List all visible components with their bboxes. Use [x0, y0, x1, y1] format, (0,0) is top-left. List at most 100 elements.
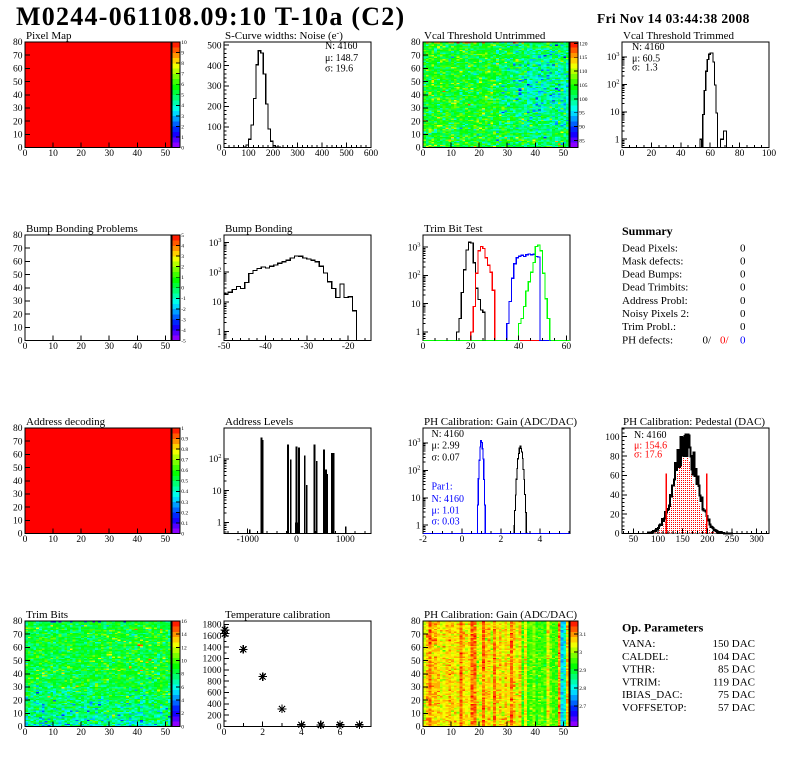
- svg-text:0.6: 0.6: [181, 468, 188, 474]
- svg-text:0: 0: [181, 286, 184, 292]
- svg-text:40: 40: [411, 670, 421, 680]
- svg-text:5: 5: [181, 233, 184, 239]
- svg-text:3.1: 3.1: [579, 632, 586, 638]
- svg-text:50: 50: [559, 728, 569, 738]
- svg-text:μ: 154.6: μ: 154.6: [634, 441, 667, 452]
- svg-text:0: 0: [18, 723, 23, 733]
- svg-text:100: 100: [579, 97, 588, 103]
- svg-text:80: 80: [13, 424, 23, 434]
- svg-text:50: 50: [161, 535, 171, 545]
- svg-text:14: 14: [181, 632, 187, 638]
- svg-text:85: 85: [579, 138, 585, 144]
- svg-text:400: 400: [207, 700, 222, 710]
- svg-text:70: 70: [13, 51, 23, 61]
- svg-text:50: 50: [161, 728, 171, 738]
- svg-text:200: 200: [700, 535, 715, 545]
- svg-text:60: 60: [13, 451, 23, 461]
- svg-text:N: 4160: N: 4160: [432, 494, 465, 505]
- svg-text:50: 50: [13, 271, 23, 281]
- svg-text:3: 3: [579, 650, 582, 656]
- svg-text:10: 10: [446, 728, 456, 738]
- svg-text:7: 7: [181, 72, 184, 78]
- svg-text:PH Calibration: Gain (ADC/DAC): PH Calibration: Gain (ADC/DAC): [424, 416, 577, 428]
- svg-text:Bump Bonding: Bump Bonding: [225, 223, 293, 235]
- svg-text:1600: 1600: [203, 632, 222, 642]
- svg-text:0: 0: [222, 728, 227, 738]
- svg-text:σ: 0.07: σ: 0.07: [432, 453, 460, 464]
- svg-text:4: 4: [537, 535, 542, 545]
- svg-text:70: 70: [13, 437, 23, 447]
- svg-text:50: 50: [629, 535, 639, 545]
- svg-text:Noisy Pixels 2:: Noisy Pixels 2:: [622, 308, 689, 320]
- svg-text:0.4: 0.4: [181, 489, 188, 495]
- svg-text:0: 0: [740, 308, 746, 320]
- svg-text:VANA:: VANA:: [622, 638, 655, 650]
- svg-text:Vcal Threshold Trimmed: Vcal Threshold Trimmed: [623, 30, 735, 42]
- svg-text:20: 20: [76, 149, 86, 159]
- svg-text:Trim Bits: Trim Bits: [26, 609, 68, 621]
- svg-text:2.9: 2.9: [579, 668, 586, 674]
- svg-text:0/: 0/: [702, 334, 712, 346]
- svg-text:3: 3: [181, 254, 184, 260]
- svg-text:400: 400: [207, 62, 222, 72]
- svg-text:VTHR:: VTHR:: [622, 664, 655, 676]
- svg-text:40: 40: [531, 728, 541, 738]
- svg-text:60: 60: [610, 472, 620, 482]
- svg-text:40: 40: [13, 284, 23, 294]
- svg-text:50: 50: [13, 78, 23, 88]
- svg-text:100: 100: [207, 123, 222, 133]
- svg-text:60: 60: [411, 65, 421, 75]
- svg-text:PH Calibration: Pedestal (DAC): PH Calibration: Pedestal (DAC): [623, 416, 765, 428]
- svg-text:0: 0: [740, 255, 746, 267]
- svg-text:80: 80: [13, 231, 23, 241]
- svg-text:95: 95: [579, 111, 585, 117]
- svg-text:0: 0: [460, 535, 465, 545]
- svg-text:50: 50: [161, 342, 171, 352]
- svg-text:50: 50: [411, 657, 421, 667]
- svg-text:600: 600: [207, 689, 222, 699]
- svg-text:0.7: 0.7: [181, 458, 188, 464]
- svg-text:0.3: 0.3: [181, 500, 188, 506]
- svg-text:0: 0: [181, 531, 184, 537]
- svg-text:30: 30: [104, 149, 114, 159]
- svg-text:30: 30: [13, 683, 23, 693]
- svg-text:-50: -50: [218, 342, 231, 352]
- svg-text:20: 20: [610, 510, 620, 520]
- svg-text:8: 8: [181, 61, 184, 67]
- svg-text:PH Calibration: Gain (ADC/DAC): PH Calibration: Gain (ADC/DAC): [424, 609, 577, 621]
- svg-text:2: 2: [181, 711, 184, 717]
- svg-text:60: 60: [411, 644, 421, 654]
- svg-text:0: 0: [421, 342, 426, 352]
- svg-text:0: 0: [181, 145, 184, 151]
- svg-text:60: 60: [562, 342, 572, 352]
- svg-text:10: 10: [212, 487, 222, 497]
- svg-text:150: 150: [676, 535, 691, 545]
- svg-text:4: 4: [181, 103, 184, 109]
- svg-text:20: 20: [411, 696, 421, 706]
- svg-text:Address Levels: Address Levels: [225, 416, 293, 428]
- svg-text:Vcal Threshold Untrimmed: Vcal Threshold Untrimmed: [424, 30, 546, 42]
- svg-text:0: 0: [421, 728, 426, 738]
- svg-text:40: 40: [133, 535, 143, 545]
- svg-text:N: 4160: N: 4160: [325, 41, 358, 52]
- svg-text:8: 8: [181, 672, 184, 678]
- svg-text:0: 0: [416, 144, 421, 154]
- svg-text:10: 10: [446, 149, 456, 159]
- svg-text:300: 300: [750, 535, 765, 545]
- svg-text:150 DAC: 150 DAC: [713, 638, 755, 650]
- svg-text:1200: 1200: [203, 655, 222, 665]
- svg-text:10: 10: [411, 710, 421, 720]
- svg-text:σ: 1.3: σ: 1.3: [632, 63, 658, 74]
- svg-text:0: 0: [740, 321, 746, 333]
- svg-text:80: 80: [411, 38, 421, 48]
- svg-text:4: 4: [181, 243, 184, 249]
- svg-text:1: 1: [181, 426, 184, 432]
- svg-text:30: 30: [502, 149, 512, 159]
- svg-text:1: 1: [416, 328, 421, 338]
- svg-text:60: 60: [13, 258, 23, 268]
- svg-text:Summary: Summary: [622, 224, 673, 238]
- svg-text:0: 0: [222, 149, 227, 159]
- svg-text:IBIAS_DAC:: IBIAS_DAC:: [622, 689, 683, 701]
- svg-text:90: 90: [579, 125, 585, 131]
- svg-text:0: 0: [615, 530, 620, 540]
